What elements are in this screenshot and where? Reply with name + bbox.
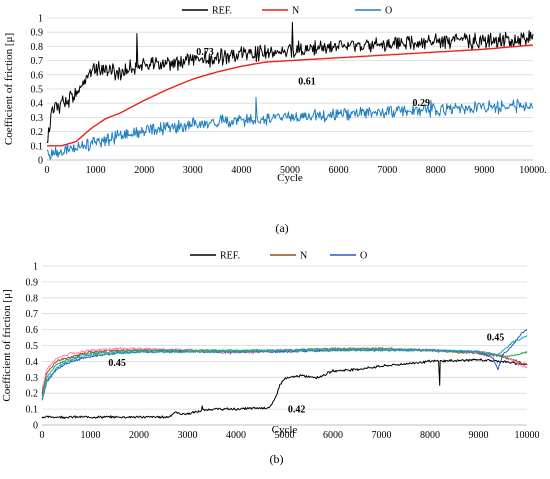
y-tick-label: 0.2 [26, 389, 39, 400]
annotation-label: 0.45 [487, 333, 505, 344]
x-tick-label: 1000 [86, 165, 106, 176]
y-tick-label: 0.9 [26, 277, 39, 288]
x-tick-label: 5000 [275, 430, 295, 441]
y-tick-label: 0.2 [31, 127, 44, 138]
annotation-label: 0.29 [412, 98, 430, 109]
x-tick-label: 4000 [226, 430, 246, 441]
y-tick-label: 0.6 [31, 70, 44, 81]
annotation-label: 0.42 [288, 404, 306, 415]
x-tick-label: 8000 [426, 165, 446, 176]
x-tick-label: 4000 [231, 165, 251, 176]
series-line-unlabeled-3 [41, 347, 528, 397]
x-tick-label: 3000 [178, 430, 198, 441]
legend-label: REF. [212, 6, 232, 17]
x-tick-label: 0 [45, 165, 50, 176]
y-tick-label: 0 [38, 156, 43, 167]
x-tick-label: 3000 [183, 165, 203, 176]
y-tick-label: 0.7 [31, 56, 44, 67]
x-tick-label: 7000 [372, 430, 392, 441]
y-tick-label: 0 [33, 421, 38, 432]
x-tick-label: 7000 [377, 165, 397, 176]
x-axis-title: Cycle [272, 424, 298, 436]
legend-label: N [300, 251, 307, 262]
y-tick-label: 0.8 [31, 42, 44, 53]
series-line-ref [47, 21, 534, 143]
y-axis-title: Coefficient of friction [μ] [1, 289, 13, 401]
legend-label: N [292, 6, 299, 17]
chart-b: 0 0.1 0.2 0.3 0.4 0.5 0.6 0.7 0.8 0.9 1 0 1000 2000 30… [1, 251, 540, 467]
y-tick-label: 1 [38, 14, 43, 25]
series-line-o [46, 97, 534, 160]
series-line-unlabeled-5 [41, 335, 528, 400]
x-tick-label: 9000 [469, 430, 489, 441]
series-line-ref [41, 358, 528, 419]
x-tick-label: 10000 [515, 430, 540, 441]
x-tick-label: 9000 [474, 165, 494, 176]
x-tick-label: 2000 [129, 430, 149, 441]
y-tick-label: 0.4 [26, 357, 39, 368]
y-tick-label: 0.4 [31, 99, 44, 110]
x-tick-label: 5000 [280, 165, 300, 176]
y-tick-label: 0.5 [31, 85, 44, 96]
x-tick-label: 6000 [329, 165, 349, 176]
chart-a: 0 0.1 0.2 0.3 0.4 0.5 0.6 0.7 0.8 0.9 1 0 1000 2000 30… [3, 6, 547, 236]
y-tick-label: 0.3 [26, 373, 39, 384]
annotation-label: 0.73 [196, 47, 214, 58]
x-tick-label: 0 [40, 430, 45, 441]
x-tick-label: 6000 [323, 430, 343, 441]
y-tick-label: 0.9 [31, 28, 44, 39]
legend-label: O [385, 6, 392, 17]
x-tick-label: 2000 [134, 165, 154, 176]
panel-label: (b) [270, 452, 284, 466]
legend-label: REF. [220, 251, 240, 262]
y-tick-label: 0.6 [26, 325, 39, 336]
x-tick-label: 8000 [420, 430, 440, 441]
y-tick-label: 0.1 [26, 405, 39, 416]
x-tick-label: 10000. [519, 165, 547, 176]
panel-label: (a) [275, 221, 288, 235]
y-tick-label: 0.5 [26, 341, 39, 352]
series-line-n [47, 44, 534, 147]
y-axis-title: Coefficient of friction [μ] [3, 33, 15, 145]
y-tick-label: 0.1 [31, 141, 44, 152]
y-tick-label: 1 [33, 262, 38, 273]
annotation-label: 0.61 [298, 77, 316, 88]
y-tick-label: 0.3 [31, 113, 44, 124]
annotation-label: 0.45 [108, 358, 126, 369]
x-axis-title: Cycle [277, 172, 303, 184]
y-tick-label: 0.7 [26, 309, 39, 320]
x-tick-label: 1000 [81, 430, 101, 441]
legend-label: O [360, 251, 367, 262]
y-tick-label: 0.8 [26, 293, 39, 304]
